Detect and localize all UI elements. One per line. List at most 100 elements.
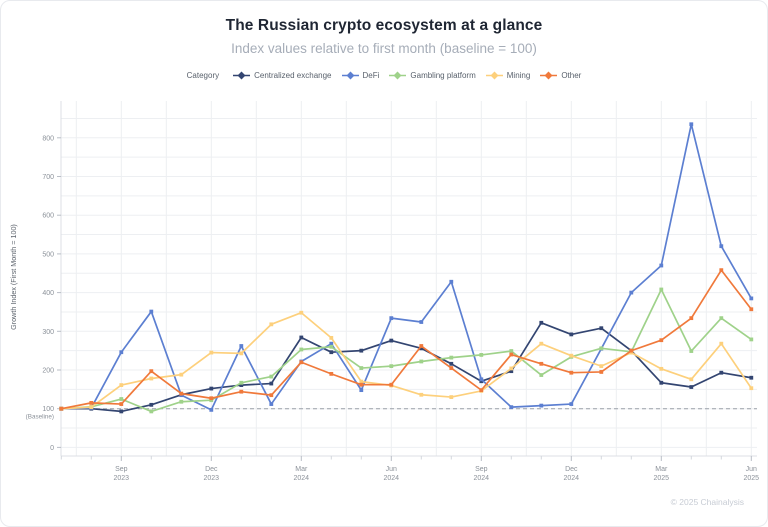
legend-marker-icon <box>341 71 359 80</box>
data-point <box>59 406 64 411</box>
data-point <box>209 407 214 412</box>
svg-text:Dec: Dec <box>565 466 578 473</box>
data-point <box>329 350 334 355</box>
data-point <box>719 341 724 346</box>
data-point <box>749 375 754 380</box>
gridlines <box>61 101 757 456</box>
svg-text:500: 500 <box>42 251 54 258</box>
data-point <box>569 402 574 406</box>
legend-item-mining: Mining <box>485 71 531 80</box>
data-point <box>209 386 214 391</box>
data-point <box>329 371 334 376</box>
data-point <box>269 402 274 406</box>
data-point <box>599 370 604 374</box>
data-point <box>179 399 184 404</box>
data-point <box>269 381 274 386</box>
data-point <box>539 373 544 377</box>
svg-text:600: 600 <box>42 213 54 220</box>
legend-item-label: DeFi <box>362 71 380 80</box>
data-point <box>419 346 424 351</box>
data-point <box>149 376 154 381</box>
data-point <box>179 372 184 377</box>
y-axis-title: Growth Index (First Month = 100) <box>9 224 18 330</box>
svg-text:Mar: Mar <box>295 466 308 473</box>
data-point <box>539 403 544 408</box>
svg-text:Mar: Mar <box>655 466 668 473</box>
data-point <box>479 379 484 384</box>
y-axis-labels: 0 100(Baseline) 200 300 400 500 600 700 800 <box>26 135 61 452</box>
svg-text:800: 800 <box>42 135 54 142</box>
data-point <box>389 316 394 321</box>
data-point <box>689 349 694 353</box>
data-point <box>479 353 484 357</box>
data-point <box>509 349 514 353</box>
data-point <box>629 350 634 355</box>
data-point <box>719 244 724 249</box>
data-point <box>419 392 424 397</box>
legend-item-label: Other <box>561 71 582 80</box>
data-point <box>449 366 454 370</box>
data-point <box>269 322 274 327</box>
svg-text:(Baseline): (Baseline) <box>26 414 54 421</box>
data-point <box>449 355 454 360</box>
data-point <box>119 397 124 401</box>
chart-subtitle: Index values relative to first month (ba… <box>231 41 537 56</box>
data-point <box>209 398 214 403</box>
data-point <box>89 405 94 410</box>
data-point <box>629 290 634 295</box>
data-point <box>119 409 124 414</box>
data-point <box>749 307 754 312</box>
data-point <box>389 382 394 387</box>
data-point <box>359 348 364 353</box>
legend-item-other: Other <box>540 71 581 80</box>
data-point <box>689 316 694 321</box>
series-other <box>59 268 754 411</box>
data-point <box>629 348 634 353</box>
svg-text:Dec: Dec <box>205 466 218 473</box>
data-point <box>569 332 574 337</box>
data-point <box>239 389 244 394</box>
x-axis-labels: Sep 2023 Dec 2023 Mar 2024 Jun 2024 Sep 2024 Dec 20… <box>114 466 760 482</box>
svg-text:2025: 2025 <box>654 475 670 482</box>
data-point <box>569 370 574 375</box>
data-point <box>539 320 544 325</box>
data-point <box>149 409 154 414</box>
data-point <box>359 388 364 393</box>
legend-item-label: Mining <box>506 71 531 80</box>
data-point <box>539 361 544 366</box>
data-point <box>329 335 334 340</box>
data-point <box>659 338 664 343</box>
data-point <box>359 379 364 384</box>
data-point <box>449 361 454 366</box>
data-point <box>179 391 184 396</box>
svg-text:2024: 2024 <box>294 475 310 482</box>
data-point <box>419 344 424 348</box>
data-point <box>119 350 124 355</box>
data-point <box>479 377 484 382</box>
svg-text:2024: 2024 <box>564 475 580 482</box>
legend-marker-icon <box>233 71 251 80</box>
data-point <box>719 268 724 273</box>
data-point <box>749 386 754 391</box>
legend-item-label: Gambling platform <box>410 71 476 80</box>
data-point <box>359 366 364 370</box>
series-defi <box>59 122 754 412</box>
data-point <box>239 380 244 385</box>
data-point <box>659 287 664 292</box>
data-point <box>719 316 724 321</box>
chart-title: The Russian crypto ecosystem at a glance <box>225 17 543 34</box>
legend-item-centralized-exchange: Centralized exchange <box>233 71 332 80</box>
legend-item-label: Centralized exchange <box>254 71 332 80</box>
axes <box>60 101 757 461</box>
legend-title: Category <box>186 71 220 80</box>
data-point <box>329 344 334 349</box>
svg-text:700: 700 <box>42 174 54 181</box>
data-point <box>239 383 244 387</box>
data-point <box>509 352 514 357</box>
svg-text:2023: 2023 <box>204 475 220 482</box>
data-point <box>299 310 304 315</box>
data-point <box>89 400 94 405</box>
data-point <box>329 341 334 346</box>
data-point <box>659 263 664 268</box>
